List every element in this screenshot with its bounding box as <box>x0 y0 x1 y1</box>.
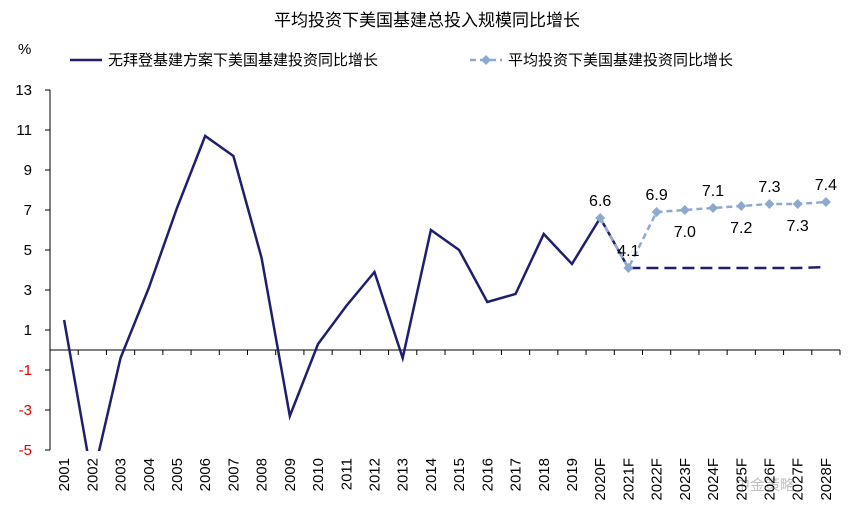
x-tick-label: 2026F <box>761 458 778 501</box>
series-line <box>628 265 826 270</box>
series-line <box>62 134 630 451</box>
y-tick-label: 13 <box>15 82 32 99</box>
legend-label: 无拜登基建方案下美国基建投资同比增长 <box>108 51 378 69</box>
x-tick-label: 2027F <box>790 458 807 501</box>
y-tick-label: -5 <box>19 442 32 459</box>
marker <box>764 199 775 209</box>
chart-title: 平均投资下美国基建总投入规模同比增长 <box>274 11 580 30</box>
series-line <box>599 200 826 271</box>
x-tick-label: 2011 <box>338 458 355 490</box>
marker <box>651 207 662 217</box>
marker <box>736 201 747 211</box>
data-label: 7.1 <box>702 183 724 200</box>
x-tick-label: 2002 <box>84 458 101 491</box>
x-tick-label: 2016 <box>479 458 496 491</box>
x-tick-label: 2019 <box>564 458 581 491</box>
y-tick-label: 9 <box>24 162 32 179</box>
x-tick-label: 2005 <box>169 458 186 491</box>
x-tick-label: 2022F <box>649 458 666 501</box>
x-tick-label: 2017 <box>508 458 525 491</box>
x-tick-label: 2015 <box>451 458 468 491</box>
data-label: 7.3 <box>758 179 780 196</box>
x-tick-label: 2012 <box>366 458 383 491</box>
x-tick-label: 2025F <box>733 458 750 501</box>
x-tick-label: 2003 <box>113 458 130 491</box>
x-tick-label: 2010 <box>310 458 327 491</box>
x-tick-label: 2007 <box>225 458 242 491</box>
legend-label: 平均投资下美国基建投资同比增长 <box>508 52 733 69</box>
y-tick-label: -1 <box>19 362 32 379</box>
data-label: 6.6 <box>589 193 611 210</box>
y-tick-label: 7 <box>24 202 32 219</box>
x-tick-label: 2021F <box>620 458 637 501</box>
legend-marker <box>481 55 491 65</box>
y-tick-label: 5 <box>24 242 32 259</box>
marker <box>708 203 719 213</box>
watermark: 中金策略 <box>735 477 795 494</box>
data-label: 6.9 <box>645 187 667 204</box>
x-tick-label: 2013 <box>395 458 412 491</box>
x-tick-label: 2001 <box>56 458 73 491</box>
data-label: 7.0 <box>674 224 696 241</box>
x-tick-label: 2008 <box>254 458 271 491</box>
data-label: 7.2 <box>730 220 752 237</box>
x-tick-label: 2023F <box>677 458 694 501</box>
data-label: 7.3 <box>787 218 809 235</box>
plot-area <box>62 134 831 451</box>
marker <box>820 197 831 207</box>
y-tick-label: 1 <box>24 322 32 339</box>
y-tick-label: 3 <box>24 282 32 299</box>
marker <box>679 205 690 215</box>
x-tick-label: 2014 <box>423 458 440 491</box>
data-label: 7.4 <box>815 177 837 194</box>
y-tick-label: 11 <box>16 122 32 139</box>
x-tick-label: 2004 <box>141 458 158 491</box>
data-label: 4.1 <box>617 243 639 260</box>
y-unit: % <box>18 41 31 58</box>
x-tick-label: 2006 <box>197 458 214 491</box>
marker <box>792 199 803 209</box>
x-tick-label: 2009 <box>282 458 299 491</box>
x-tick-label: 2024F <box>705 458 722 501</box>
marker <box>623 263 634 273</box>
x-tick-label: 2028F <box>818 458 835 501</box>
x-tick-label: 2018 <box>536 458 553 491</box>
x-tick-label: 2020F <box>592 458 609 501</box>
marker <box>595 213 606 223</box>
y-tick-label: -3 <box>19 402 32 419</box>
